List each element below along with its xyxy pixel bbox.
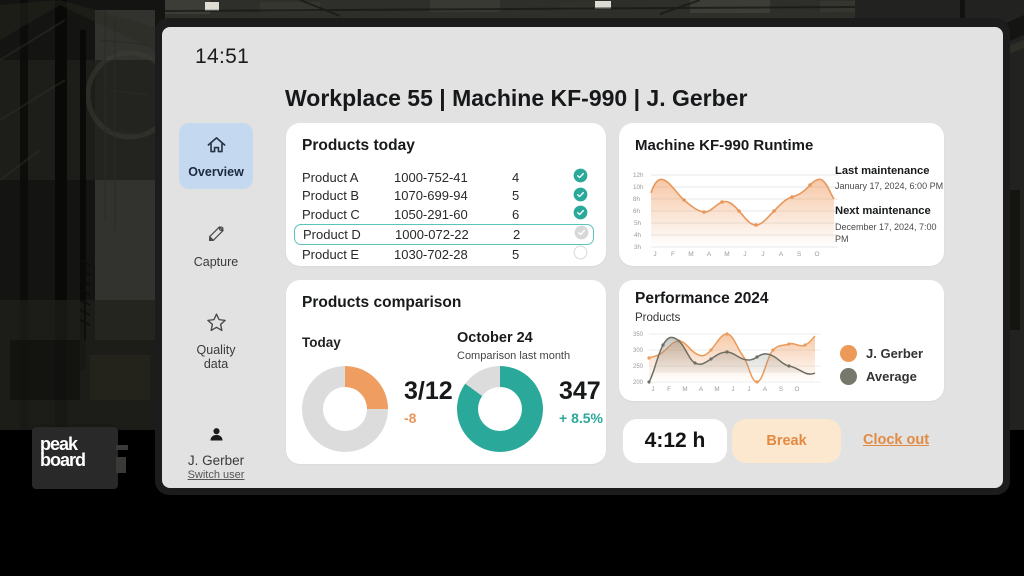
- svg-text:J: J: [651, 386, 654, 392]
- svg-text:A: A: [779, 251, 784, 257]
- svg-text:5h: 5h: [634, 220, 642, 227]
- svg-text:J: J: [761, 251, 764, 257]
- svg-text:A: A: [763, 386, 768, 392]
- svg-text:3h: 3h: [634, 244, 642, 251]
- svg-text:O: O: [795, 386, 800, 392]
- svg-text:8h: 8h: [633, 196, 641, 203]
- svg-text:J: J: [747, 386, 750, 392]
- svg-text:F: F: [671, 251, 675, 257]
- svg-text:F: F: [667, 386, 671, 392]
- svg-text:O: O: [814, 251, 819, 257]
- svg-text:250: 250: [633, 364, 644, 370]
- svg-text:J: J: [653, 251, 656, 257]
- svg-text:A: A: [707, 251, 712, 257]
- svg-text:M: M: [724, 251, 729, 257]
- svg-text:300: 300: [633, 348, 644, 354]
- svg-text:J: J: [743, 251, 746, 257]
- svg-text:J: J: [731, 386, 734, 392]
- svg-text:6h: 6h: [633, 208, 641, 215]
- svg-text:S: S: [779, 386, 783, 392]
- svg-text:A: A: [699, 386, 704, 392]
- svg-text:M: M: [714, 386, 719, 392]
- svg-text:10h: 10h: [633, 184, 644, 191]
- svg-text:4h: 4h: [634, 232, 642, 239]
- svg-text:350: 350: [633, 332, 644, 338]
- svg-text:M: M: [682, 386, 687, 392]
- svg-text:12h: 12h: [633, 172, 644, 179]
- svg-text:S: S: [797, 251, 802, 257]
- svg-text:200: 200: [633, 380, 644, 386]
- svg-text:M: M: [688, 251, 693, 257]
